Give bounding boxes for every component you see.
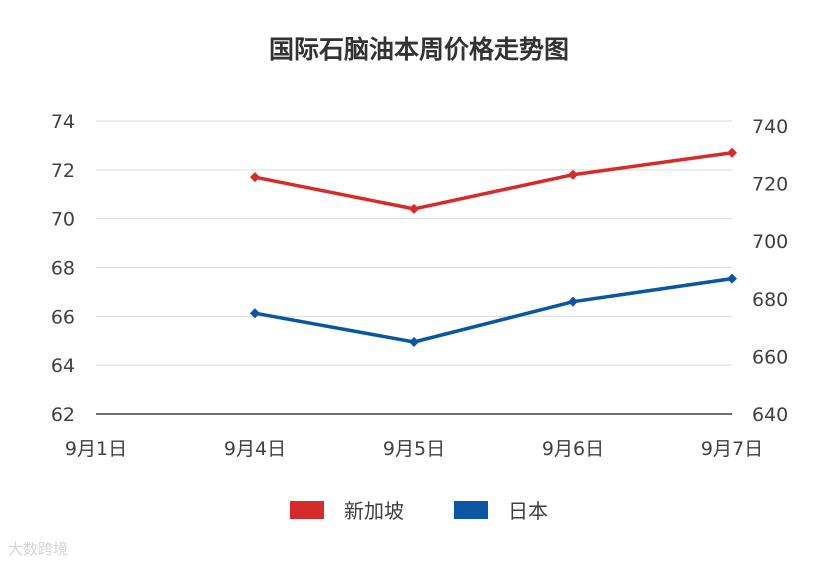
gridlines <box>96 120 732 366</box>
data-point-1 <box>568 296 578 307</box>
x-tick-label: 9月1日 <box>65 438 127 460</box>
series-line-0 <box>254 151 733 211</box>
legend: 新加坡 日本 <box>0 495 838 524</box>
right-y-tick-label: 640 <box>752 404 788 426</box>
left-y-tick-label: 62 <box>51 404 75 426</box>
series-lines <box>254 151 733 344</box>
data-point-0 <box>568 169 578 180</box>
legend-swatch-japan <box>454 500 488 519</box>
legend-label-japan: 日本 <box>508 499 548 523</box>
x-tick-label: 9月4日 <box>224 438 286 460</box>
x-tick-label: 9月6日 <box>542 438 604 460</box>
x-axis: 9月1日 9月4日 9月5日 9月6日 9月7日 <box>65 413 763 460</box>
data-point-1 <box>409 337 419 347</box>
series-line-1 <box>254 276 733 344</box>
chart-title: 国际石脑油本周价格走势图 <box>268 35 569 64</box>
left-y-tick-label: 70 <box>51 209 75 231</box>
legend-swatch-singapore <box>290 500 324 519</box>
right-y-tick-label: 680 <box>752 289 788 311</box>
left-y-tick-label: 72 <box>51 160 75 182</box>
left-y-tick-label: 74 <box>51 111 75 133</box>
series-points <box>250 147 737 347</box>
left-y-tick-label: 64 <box>51 355 75 377</box>
left-y-axis: 62 64 66 68 70 72 74 <box>51 111 75 426</box>
data-point-0 <box>727 147 737 158</box>
right-y-axis: 640 660 680 700 720 740 <box>752 116 788 426</box>
legend-item-singapore[interactable]: 新加坡 <box>290 495 404 524</box>
watermark: 大数跨境 <box>8 540 69 558</box>
x-tick-label: 9月5日 <box>383 438 445 460</box>
data-point-0 <box>250 172 260 183</box>
data-point-0 <box>409 203 419 214</box>
data-point-1 <box>727 273 737 284</box>
left-y-tick-label: 66 <box>51 306 75 328</box>
right-y-tick-label: 740 <box>752 116 788 138</box>
right-y-tick-label: 660 <box>752 346 788 368</box>
right-y-tick-label: 700 <box>752 231 788 253</box>
legend-item-japan[interactable]: 日本 <box>454 495 548 524</box>
x-tick-label: 9月7日 <box>701 438 763 460</box>
right-y-tick-label: 720 <box>752 174 788 196</box>
left-y-tick-label: 68 <box>51 258 75 280</box>
data-point-1 <box>250 308 260 319</box>
legend-label-singapore: 新加坡 <box>344 499 404 523</box>
